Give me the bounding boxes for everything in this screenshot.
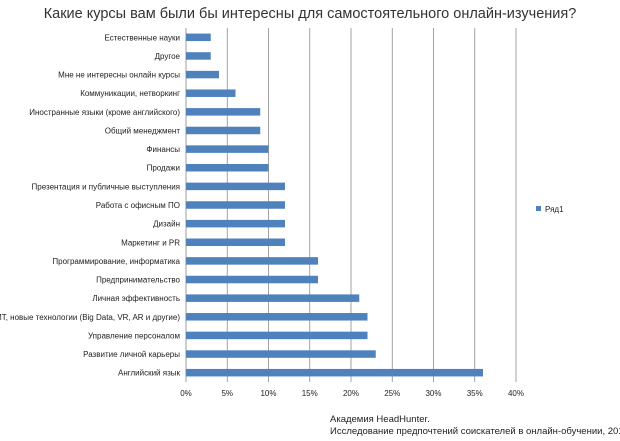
chart-title: Какие курсы вам были бы интересны для са…: [43, 6, 577, 22]
bar: [186, 201, 285, 209]
legend-label: Ряд1: [545, 205, 564, 214]
x-axis-tick-labels: 0% 5% 10% 15% 20% 25% 30% 35% 40%: [180, 389, 524, 398]
bars: [186, 33, 483, 377]
category-labels: Естественные науки Другое Мне не интересны…: [0, 33, 181, 377]
category-label: Работа с офисным ПО: [96, 201, 180, 210]
x-tick-label: 5%: [221, 389, 233, 398]
bar: [186, 145, 269, 153]
bar: [186, 238, 285, 247]
bar: [186, 182, 285, 191]
category-label: Английский язык: [118, 369, 181, 378]
source-note: Академия HeadHunter. Исследование предпо…: [330, 414, 620, 438]
category-label: Общий менеджмент: [105, 126, 181, 135]
category-label: Личная эффективность: [92, 294, 180, 303]
bar: [186, 275, 318, 284]
bar: [186, 33, 211, 42]
source-line-2: Исследование предпочтений соискателей в …: [330, 426, 620, 437]
bar: [186, 294, 360, 302]
x-tick-label: 40%: [508, 389, 524, 398]
category-label: Финансы: [146, 145, 180, 154]
x-tick-label: 10%: [260, 389, 276, 398]
bar: [186, 257, 318, 265]
bar: [186, 108, 261, 116]
category-label: Программирование, информатика: [52, 257, 180, 266]
source-line-1: Академия HeadHunter.: [330, 414, 430, 425]
bar: [186, 219, 285, 228]
bar: [186, 163, 269, 172]
bar: [186, 126, 261, 135]
category-label: Презентация и публичные выступления: [32, 182, 180, 191]
category-label: Продажи: [147, 164, 180, 173]
category-label: Коммуникации, нетворкинг: [80, 89, 180, 98]
bar: [186, 70, 219, 79]
x-tick-label: 25%: [384, 389, 400, 398]
bar: [186, 350, 376, 358]
category-label: Предпринимательство: [96, 276, 180, 285]
category-label: Маркетинг и PR: [121, 238, 180, 247]
x-tick-label: 15%: [302, 389, 318, 398]
legend: Ряд1: [536, 205, 564, 214]
category-label: Дизайн: [153, 220, 180, 229]
category-label: Развитие личной карьеры: [83, 350, 180, 359]
category-label: ИТ, новые технологии (Big Data, VR, AR и…: [0, 313, 180, 322]
x-tick-label: 35%: [467, 389, 483, 398]
x-tick-label: 20%: [343, 389, 359, 398]
bar: [186, 52, 211, 60]
category-label: Мне не интересны онлайн курсы: [58, 71, 180, 80]
category-label: Другое: [155, 52, 181, 61]
category-label: Естественные науки: [104, 33, 180, 42]
category-label: Управление персоналом: [88, 331, 180, 340]
bar: [186, 313, 368, 321]
legend-swatch: [536, 206, 541, 211]
x-tick-label: 30%: [425, 389, 441, 398]
x-tick-label: 0%: [180, 389, 192, 398]
bar: [186, 368, 483, 377]
bar: [186, 89, 236, 97]
category-label: Иностранные языки (кроме английского): [29, 108, 180, 117]
bar: [186, 331, 368, 340]
